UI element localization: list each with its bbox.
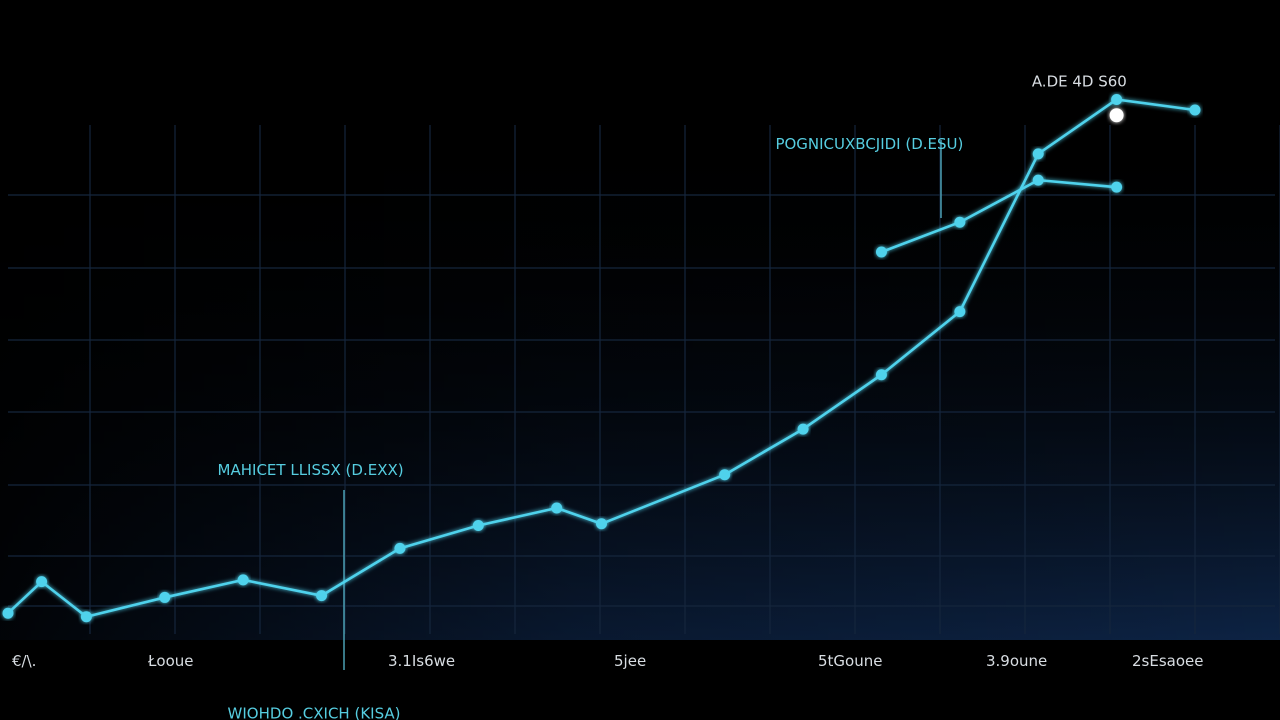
annotation-label: A.DE 4D S60 bbox=[1032, 72, 1127, 90]
annotation-label: MAHICET LLISSX (D.EXX) bbox=[218, 461, 404, 479]
data-point bbox=[1189, 104, 1201, 116]
data-point bbox=[316, 590, 328, 602]
data-point bbox=[2, 607, 14, 619]
grid bbox=[8, 125, 1280, 634]
highlight-point bbox=[1109, 108, 1124, 123]
annotation-leaders bbox=[343, 140, 942, 670]
x-tick-label: €/\. bbox=[12, 652, 36, 670]
x-tick-label: 3.9oune bbox=[986, 652, 1047, 670]
x-tick-label: 3.1Is6we bbox=[388, 652, 455, 670]
series-group bbox=[2, 93, 1201, 623]
x-tick-label: 5jee bbox=[614, 652, 646, 670]
x-tick-label: 5tGoune bbox=[818, 652, 882, 670]
data-point bbox=[36, 576, 48, 588]
annotations: MAHICET LLISSX (D.EXX) POGNICUXBCJIDI (D.… bbox=[218, 72, 1127, 720]
data-point bbox=[954, 216, 966, 228]
series-line-2 bbox=[880, 178, 1117, 254]
annotation-label: WIOHDO .CXICH (KISA) bbox=[228, 705, 401, 720]
data-point bbox=[954, 306, 966, 318]
data-point bbox=[394, 542, 406, 554]
x-tick-label: 2sEsaoee bbox=[1132, 652, 1203, 670]
data-point bbox=[1032, 174, 1044, 186]
data-point bbox=[551, 502, 563, 514]
data-point bbox=[596, 518, 607, 530]
data-point bbox=[472, 520, 484, 532]
data-point bbox=[875, 369, 887, 381]
data-point bbox=[237, 574, 249, 586]
annotation-label: POGNICUXBCJIDI (D.ESU) bbox=[775, 135, 963, 153]
x-axis-tick-labels: €/\. Łooue 3.1Is6we 5jee 5tGoune 3.9oune 2sEsa… bbox=[12, 652, 1203, 670]
data-point bbox=[159, 591, 171, 603]
data-point bbox=[1111, 181, 1123, 193]
data-point bbox=[80, 611, 92, 623]
data-point bbox=[1032, 148, 1044, 160]
data-point bbox=[875, 246, 887, 258]
plot-background-fade bbox=[0, 120, 1280, 640]
x-tick-label: Łooue bbox=[147, 652, 194, 670]
data-point bbox=[1111, 93, 1123, 105]
data-point bbox=[719, 469, 731, 481]
data-point bbox=[797, 423, 809, 435]
